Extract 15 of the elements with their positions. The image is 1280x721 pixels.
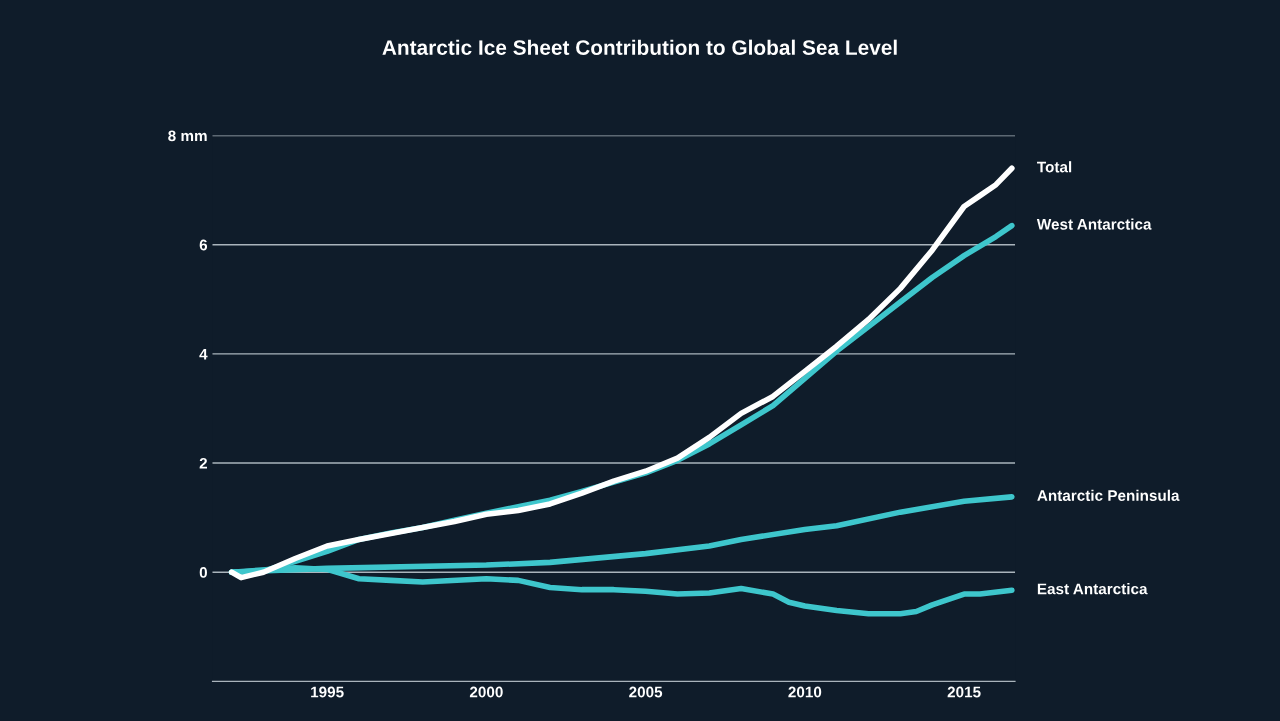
series-label: Total <box>1037 161 1072 173</box>
y-tick-label: 8 mm <box>168 130 207 142</box>
series-label: East Antarctica <box>1037 583 1148 595</box>
x-tick-label: 2005 <box>629 686 663 698</box>
x-tick-label: 2000 <box>469 686 503 698</box>
x-tick-label: 2015 <box>947 686 981 698</box>
series-label: West Antarctica <box>1036 218 1152 230</box>
y-tick-label: 2 <box>199 457 208 469</box>
y-tick-label: 6 <box>199 239 208 251</box>
x-tick-label: 1995 <box>311 686 344 698</box>
y-tick-label: 4 <box>199 348 208 360</box>
x-tick-label: 2010 <box>788 686 822 698</box>
chart-title: Antarctic Ice Sheet Contribution to Global Sea Level <box>382 39 897 55</box>
y-tick-label: 0 <box>199 567 207 578</box>
series-label: Antarctic Peninsula <box>1037 489 1180 501</box>
